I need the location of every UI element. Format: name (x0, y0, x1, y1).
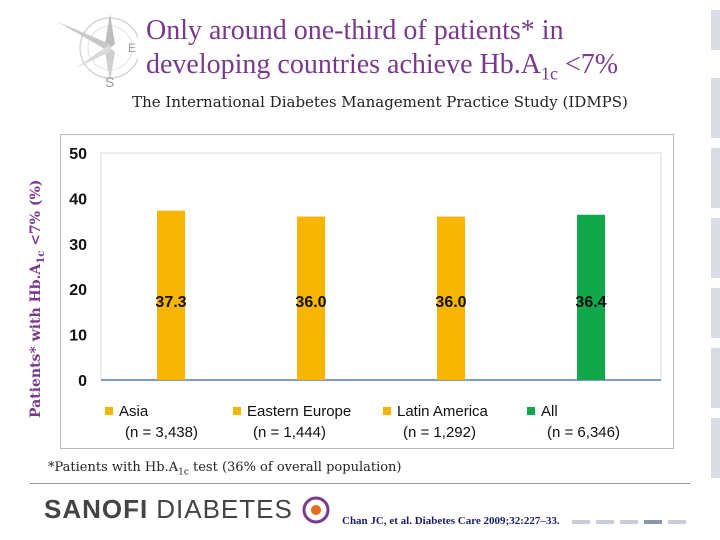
y-axis-label-end: <7% (%) (28, 179, 44, 251)
title-line-2: developing countries achieve Hb.A1c <7% (146, 48, 706, 84)
title-line-2-text: developing countries achieve Hb.A (146, 49, 541, 80)
bar-asia (157, 210, 185, 380)
footnote: *Patients with Hb.A1c test (36% of overa… (48, 460, 402, 478)
data-label: 36.0 (295, 294, 326, 311)
legend-swatch (233, 407, 241, 415)
bar-eastern-europe (297, 216, 325, 380)
legend-count: (n = 1,292) (403, 424, 476, 441)
data-label: 36.4 (575, 294, 606, 311)
legend-count: (n = 6,346) (547, 424, 620, 441)
title-line-2-end: <7% (557, 49, 619, 80)
logo-diabetes: DIABETES (156, 494, 293, 524)
decor-dash-2 (596, 520, 614, 524)
decor-tab-4 (711, 218, 720, 278)
legend-swatch (383, 407, 391, 415)
decor-tab-5 (711, 288, 720, 338)
footnote-text: *Patients with Hb.A (48, 460, 179, 475)
legend-count: (n = 3,438) (125, 424, 198, 441)
bar-latin-america (437, 216, 465, 380)
decor-dash-5 (668, 520, 686, 524)
footnote-end: test (36% of overall population) (188, 460, 402, 475)
y-tick-label: 20 (69, 282, 87, 299)
decor-tab-3 (711, 148, 720, 208)
footer-divider (30, 483, 690, 484)
decor-dash-1 (572, 520, 590, 524)
y-tick-label: 0 (78, 373, 87, 390)
y-axis-label-text: Patients* with Hb.A (28, 263, 44, 418)
bar-chart: 0 10 20 30 40 50 37.3 36.0 36.0 36.4 Asia (n = 3,43… (69, 146, 662, 441)
legend-swatch (527, 407, 535, 415)
logo-sanofi: SANOFI (44, 494, 149, 524)
citation: Chan JC, et al. Diabetes Care 2009;32:22… (342, 515, 560, 527)
logo-mark-icon (302, 496, 330, 523)
y-tick-label: 10 (69, 328, 87, 345)
svg-text:E: E (128, 41, 136, 55)
sanofi-diabetes-logo: SANOFI DIABETES (44, 494, 331, 525)
bar-all (577, 214, 605, 380)
chart-area: 0 10 20 30 40 50 37.3 36.0 36.0 36.4 Asia (n = 3,43… (60, 134, 674, 449)
slide-subtitle: The International Diabetes Management Pr… (132, 93, 628, 111)
legend-count: (n = 1,444) (253, 424, 326, 441)
y-tick-label: 30 (69, 237, 87, 254)
decor-tab-1 (711, 10, 720, 50)
decor-tab-6 (711, 348, 720, 408)
y-axis-label: Patients* with Hb.A1c <7% (%) (28, 179, 47, 418)
decor-tab-7 (711, 418, 720, 478)
decor-tab-2 (711, 78, 720, 138)
y-tick-label: 40 (69, 191, 87, 208)
y-axis-label-subscript: 1c (35, 250, 47, 264)
y-tick-label: 50 (69, 146, 87, 163)
title-line-1: Only around one-third of patients* in (146, 15, 564, 46)
data-label: 36.0 (435, 294, 466, 311)
svg-text:S: S (105, 74, 114, 88)
title-subscript: 1c (540, 63, 558, 84)
compass-icon: S E (58, 14, 138, 88)
decor-dash-3 (620, 520, 638, 524)
data-label: 37.3 (155, 294, 186, 311)
legend-label: Eastern Europe (247, 403, 351, 420)
legend-label: Asia (119, 403, 149, 420)
slide-title: Only around one-third of patients* in de… (146, 14, 706, 84)
footnote-subscript: 1c (178, 467, 189, 478)
decor-dash-4 (644, 520, 662, 524)
legend-label: All (541, 403, 558, 420)
legend-label: Latin America (397, 403, 489, 420)
legend-swatch (105, 407, 113, 415)
